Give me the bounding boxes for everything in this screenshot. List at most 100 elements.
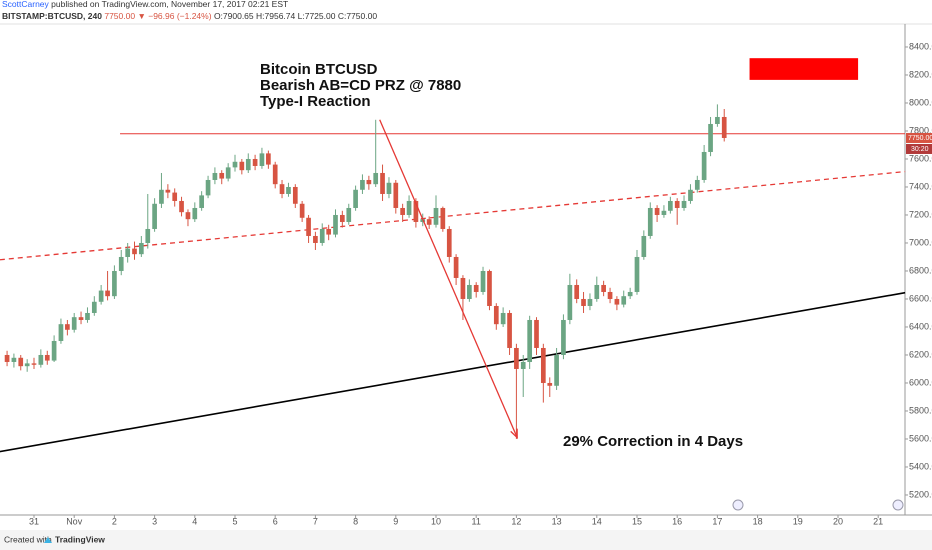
- candle-body: [286, 186, 291, 194]
- candle-body: [507, 312, 512, 348]
- candle-body: [192, 207, 198, 220]
- candle-body: [601, 284, 606, 292]
- candle-body: [112, 270, 117, 297]
- candle-body: [453, 256, 459, 278]
- footer: [0, 530, 932, 550]
- candle-body: [514, 347, 519, 369]
- y-tick-label: 7400.00: [909, 181, 932, 191]
- candle-body: [708, 123, 713, 152]
- candle-body: [715, 116, 720, 124]
- candle-body: [380, 172, 385, 194]
- low: L:7725.00: [298, 11, 336, 21]
- x-tick-label: 5: [232, 516, 237, 526]
- y-tick-label: 7800.00: [909, 125, 932, 135]
- x-tick-label: 8: [353, 516, 358, 526]
- x-tick-label: 21: [873, 516, 883, 526]
- candle-body: [172, 192, 178, 201]
- y-tick-label: 5200.00: [909, 489, 932, 499]
- y-tick-label: 7000.00: [909, 237, 932, 247]
- candle-body: [91, 301, 97, 313]
- candle-body: [607, 291, 613, 299]
- high: H:7956.74: [256, 11, 295, 21]
- x-tick-label: 9: [393, 516, 398, 526]
- candle-body: [58, 324, 64, 341]
- countdown-box: [906, 143, 932, 154]
- footer-brand[interactable]: TradingView: [55, 534, 105, 544]
- candle-body: [641, 235, 647, 257]
- published: published on TradingView.com, November 1…: [51, 0, 288, 9]
- y-tick-label: 6800.00: [909, 265, 932, 275]
- x-tick-label: 31: [29, 516, 39, 526]
- candle-body: [4, 354, 10, 362]
- candle-body: [534, 319, 539, 348]
- last-price-label: 7750.00: [908, 135, 932, 142]
- candle-body: [145, 228, 151, 243]
- annotation: Type-I Reaction: [260, 93, 371, 110]
- candle-body: [426, 219, 432, 225]
- plot: [0, 58, 906, 453]
- last-price-box: [906, 132, 932, 143]
- candle-body: [440, 207, 446, 229]
- candle-body: [292, 186, 298, 204]
- candle-body: [18, 357, 24, 367]
- candle-body: [594, 284, 600, 299]
- y-tick-label: 7600.00: [909, 153, 932, 163]
- event-icon[interactable]: [892, 499, 904, 511]
- candle-body: [674, 200, 680, 208]
- candle-body: [252, 158, 258, 166]
- candle-body: [51, 340, 57, 361]
- x-tick-label: 16: [672, 516, 682, 526]
- y-tick-label: 8200.00: [909, 69, 932, 79]
- candle-body: [306, 217, 311, 236]
- candle-body: [694, 179, 700, 190]
- candle-body: [627, 291, 633, 297]
- candle-body: [333, 214, 338, 235]
- event-icon[interactable]: [732, 499, 744, 511]
- candle-body: [239, 161, 245, 171]
- candle-body: [500, 312, 506, 325]
- candle-body: [360, 179, 365, 190]
- change: ▼ −96.96 (−1.24%): [137, 11, 211, 21]
- candle-body: [85, 312, 90, 320]
- candle-body: [118, 256, 124, 271]
- candle-body: [561, 319, 566, 355]
- x-tick-label: 20: [833, 516, 843, 526]
- candle-body: [31, 363, 37, 365]
- candle-body: [433, 207, 439, 225]
- candle-body: [460, 277, 466, 299]
- candle-body: [225, 167, 231, 179]
- x-tick-label: 10: [431, 516, 441, 526]
- candle-body: [473, 284, 479, 292]
- candle-body: [681, 200, 687, 208]
- y-tick-label: 8000.00: [909, 97, 932, 107]
- candle-body: [78, 317, 84, 320]
- x-tick-label: 19: [793, 516, 803, 526]
- y-tick-label: 7200.00: [909, 209, 932, 219]
- candle-body: [413, 200, 419, 222]
- author[interactable]: ScottCarney: [2, 0, 50, 9]
- candle-body: [527, 319, 533, 362]
- candle-body: [105, 290, 110, 297]
- candle-body: [587, 298, 593, 306]
- annotation: Bearish AB=CD PRZ @ 7880: [260, 77, 461, 94]
- x-tick-label: 6: [273, 516, 278, 526]
- x-tick-label: 4: [192, 516, 197, 526]
- candle-body: [313, 235, 318, 243]
- candle-body: [581, 298, 586, 306]
- candle-body: [446, 228, 452, 257]
- candle-body: [654, 207, 660, 215]
- arrow-head: [510, 428, 518, 440]
- candle-body: [125, 248, 131, 257]
- candle-body: [179, 200, 184, 213]
- candle-body: [346, 207, 352, 222]
- candle-body: [219, 172, 225, 179]
- candle-body: [621, 296, 627, 305]
- y-tick-label: 6400.00: [909, 321, 932, 331]
- x-tick-label: 13: [552, 516, 562, 526]
- candle-body: [44, 354, 50, 361]
- symbol: BITSTAMP:BTCUSD, 240: [2, 11, 102, 21]
- logo: [44, 537, 52, 543]
- candle-body: [299, 203, 305, 218]
- trend-line-dashed: [0, 170, 906, 261]
- header-line-1: ScottCarney published on TradingView.com…: [2, 0, 288, 9]
